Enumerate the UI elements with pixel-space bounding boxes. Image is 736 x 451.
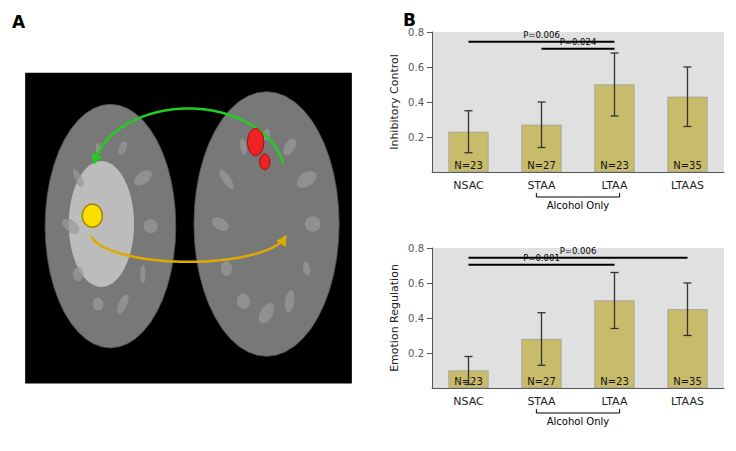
svg-text:NSAC: NSAC [453,179,484,192]
svg-text:N=23: N=23 [600,376,629,387]
svg-text:0.4: 0.4 [408,97,424,108]
svg-text:N=23: N=23 [454,375,483,387]
svg-text:B: B [403,10,416,30]
svg-text:A: A [12,12,26,32]
svg-text:Emotion Regulation: Emotion Regulation [388,264,401,372]
svg-text:N=35: N=35 [673,160,702,171]
svg-text:0.2: 0.2 [408,348,424,359]
svg-text:Inhibitory Control: Inhibitory Control [388,54,401,150]
svg-text:N=23: N=23 [454,160,483,171]
svg-text:P=0.006: P=0.006 [560,246,597,256]
svg-text:N=27: N=27 [527,376,556,387]
svg-text:Alcohol Only: Alcohol Only [547,416,610,427]
svg-text:0.2: 0.2 [408,132,424,143]
svg-text:0.6: 0.6 [408,278,424,289]
svg-text:Alcohol Only: Alcohol Only [547,200,610,211]
svg-text:P=0.024: P=0.024 [560,37,597,47]
svg-text:0.4: 0.4 [408,313,424,324]
svg-text:LTAA: LTAA [602,395,628,408]
svg-text:STAA: STAA [527,395,556,408]
svg-text:0.6: 0.6 [408,62,424,73]
svg-text:NSAC: NSAC [453,395,484,408]
svg-text:STAA: STAA [527,179,556,192]
svg-text:N=27: N=27 [527,160,556,171]
svg-text:0.8: 0.8 [408,243,424,254]
svg-text:P=0.001: P=0.001 [523,253,560,263]
svg-text:N=35: N=35 [673,376,702,387]
svg-text:N=23: N=23 [600,160,629,171]
svg-text:P=0.006: P=0.006 [523,30,560,40]
svg-text:LTAAS: LTAAS [671,179,704,192]
svg-text:0.8: 0.8 [408,26,424,38]
svg-text:LTAA: LTAA [602,179,628,192]
svg-text:LTAAS: LTAAS [671,395,704,408]
